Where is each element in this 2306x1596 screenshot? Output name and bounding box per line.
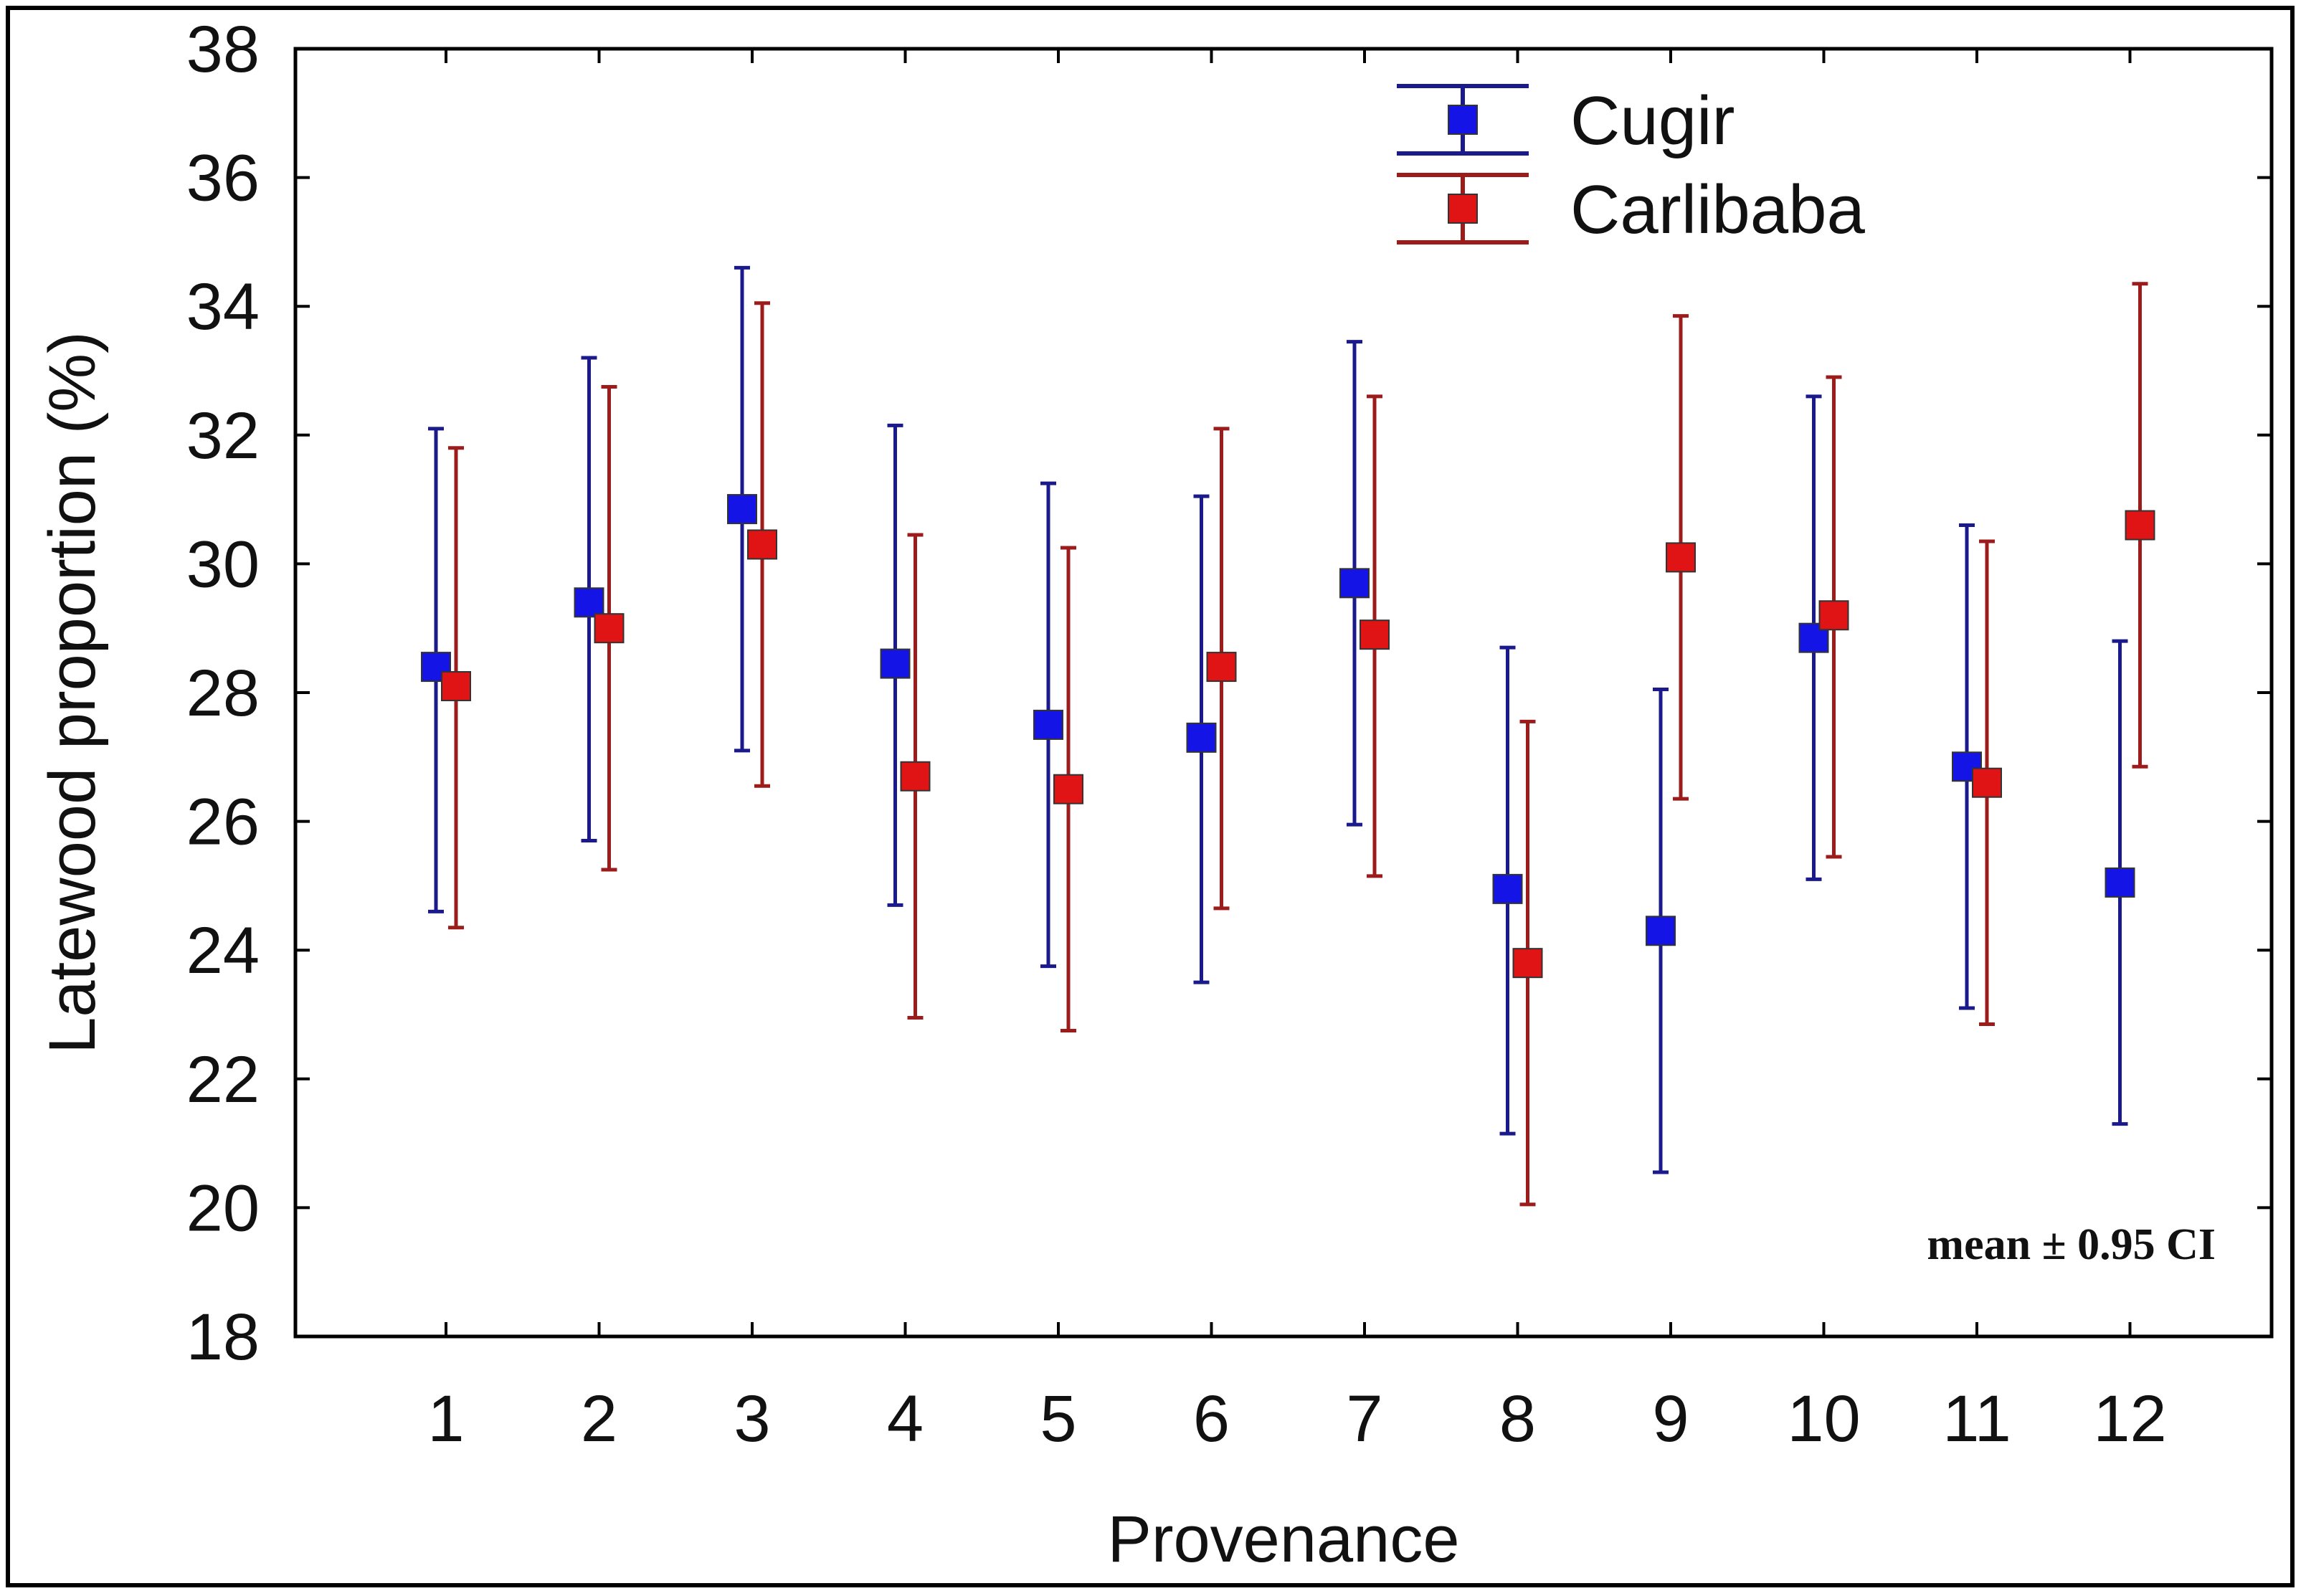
mean-marker — [594, 613, 625, 644]
series-cugir — [421, 265, 2135, 1174]
x-tick-label: 3 — [734, 1382, 770, 1455]
y-tick-label: 22 — [186, 1043, 260, 1116]
x-tick-label: 10 — [1787, 1382, 1860, 1455]
y-tick-label: 28 — [186, 657, 260, 730]
series-carlibaba — [441, 282, 2155, 1207]
x-tick-label: 1 — [427, 1382, 464, 1455]
mean-marker — [880, 648, 911, 679]
y-axis-title: Latewood proportion (%) — [36, 331, 109, 1053]
mean-marker — [1186, 722, 1217, 753]
y-tick-label: 26 — [186, 786, 260, 859]
mean-marker — [2105, 867, 2135, 898]
mean-marker — [1360, 619, 1390, 650]
mean-marker — [1512, 948, 1543, 979]
x-ticks: 1 2 3 4 5 6 7 8 9 10 11 12 — [427, 49, 2167, 1455]
x-tick-label: 7 — [1346, 1382, 1382, 1455]
y-tick-label: 24 — [186, 914, 260, 987]
legend-item-cugir: Cugir — [1397, 82, 1735, 159]
mean-marker — [1339, 568, 1370, 599]
mean-marker — [1818, 600, 1849, 631]
x-tick-label: 4 — [887, 1382, 924, 1455]
x-tick-label: 12 — [2093, 1382, 2166, 1455]
mean-marker — [1033, 709, 1063, 740]
legend-label: Cugir — [1570, 82, 1735, 159]
mean-marker — [1972, 767, 2002, 798]
mean-marker — [1053, 774, 1083, 804]
mean-marker — [1666, 542, 1696, 573]
mean-marker — [1492, 873, 1523, 904]
x-tick-label: 6 — [1193, 1382, 1230, 1455]
mean-marker — [747, 529, 777, 560]
x-tick-label: 9 — [1652, 1382, 1689, 1455]
y-tick-label: 32 — [186, 399, 260, 472]
legend: Cugir Carlibaba — [1397, 82, 1866, 248]
y-tick-label: 36 — [186, 142, 260, 215]
y-tick-label: 20 — [186, 1172, 260, 1245]
mean-marker — [727, 494, 757, 525]
y-tick-label: 34 — [186, 270, 260, 343]
mean-marker — [900, 761, 931, 792]
y-tick-label: 38 — [186, 13, 260, 86]
legend-label: Carlibaba — [1570, 171, 1866, 248]
y-tick-label: 18 — [186, 1301, 260, 1374]
series-layer — [421, 265, 2155, 1207]
legend-marker — [1448, 194, 1478, 224]
legend-item-carlibaba: Carlibaba — [1397, 171, 1866, 248]
x-tick-label: 5 — [1040, 1382, 1076, 1455]
x-tick-label: 2 — [581, 1382, 617, 1455]
ci-annotation: mean ± 0.95 CI — [1927, 1220, 2216, 1269]
x-tick-label: 8 — [1499, 1382, 1536, 1455]
legend-marker — [1448, 105, 1478, 135]
mean-marker — [1206, 652, 1237, 683]
mean-marker — [1646, 916, 1676, 946]
x-tick-label: 11 — [1942, 1382, 2011, 1455]
y-tick-label: 30 — [186, 528, 260, 601]
mean-marker — [441, 671, 471, 702]
mean-marker — [2125, 510, 2155, 541]
plot-area — [293, 47, 2274, 1339]
mean-marker — [574, 587, 604, 618]
y-ticks: 18 20 22 24 26 28 30 32 34 36 38 — [186, 13, 2272, 1374]
x-axis-title: Provenance — [1108, 1503, 1460, 1576]
